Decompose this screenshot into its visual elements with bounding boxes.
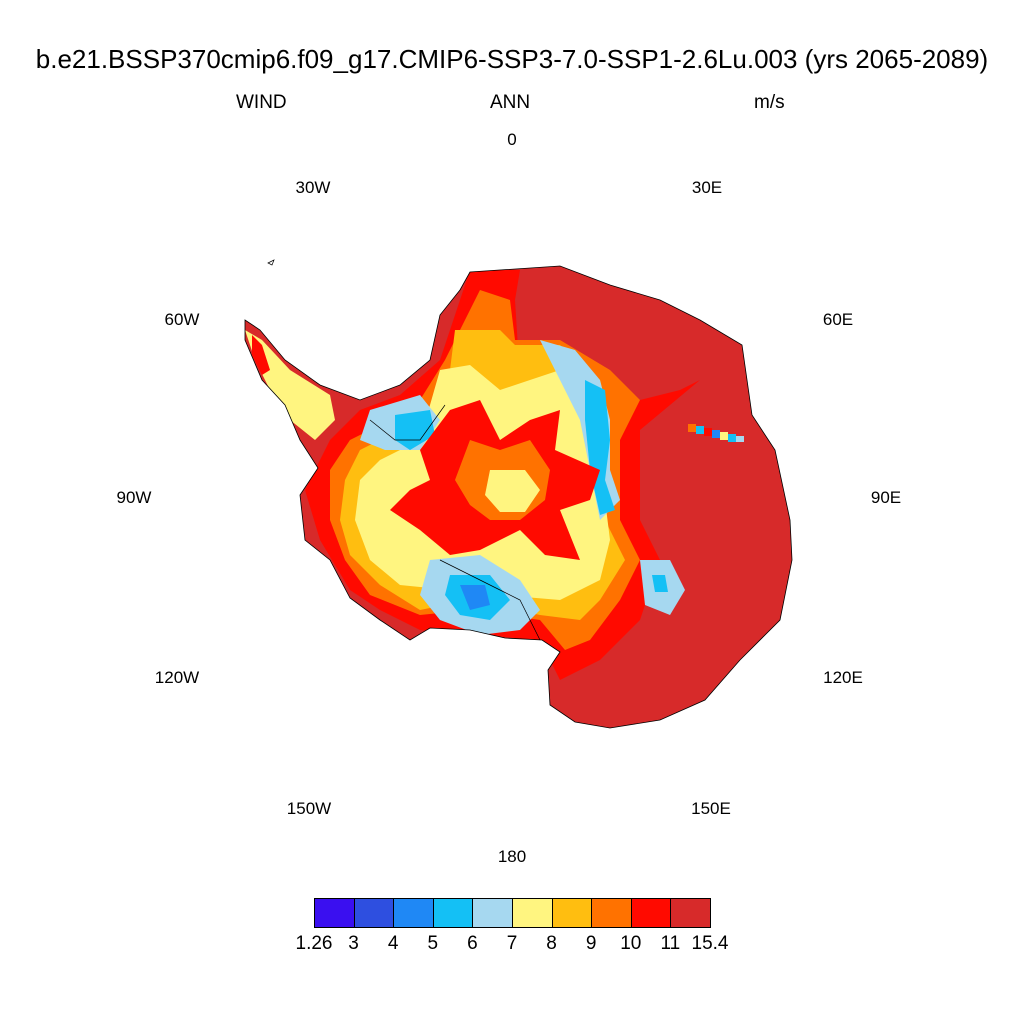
lon-label-150w: 150W <box>286 799 332 818</box>
coastline <box>244 265 793 729</box>
lon-label-180: 180 <box>497 847 527 866</box>
colorbar-swatch <box>472 898 513 928</box>
colorbar-swatch <box>591 898 632 928</box>
colorbar-label: 6 <box>467 933 478 954</box>
colorbar-swatch <box>630 898 672 928</box>
colorbar-swatch <box>393 898 434 928</box>
colorbar-label: 11 <box>660 933 681 954</box>
variable-label: WIND <box>236 92 287 113</box>
colorbar-swatch <box>512 898 553 928</box>
lon-label-60e: 60E <box>822 310 854 329</box>
colorbar-label: 15.4 <box>691 933 729 954</box>
lon-label-0: 0 <box>507 130 517 149</box>
lon-label-120w: 120W <box>154 668 200 687</box>
units-label: m/s <box>754 92 785 113</box>
ice-edge-strip <box>688 424 744 442</box>
lon-label-90w: 90W <box>116 488 152 507</box>
colorbar-label: 10 <box>620 933 642 954</box>
lon-label-60w: 60W <box>164 310 200 329</box>
figure-title: b.e21.BSSP370cmip6.f09_g17.CMIP6-SSP3-7.… <box>35 44 989 74</box>
colorbar-swatch <box>551 898 593 928</box>
colorbar-label: 1.26 <box>295 933 333 954</box>
colorbar-swatch <box>670 898 711 928</box>
wind-field <box>245 266 792 728</box>
lon-label-90e: 90E <box>870 488 902 507</box>
colorbar-label: 4 <box>387 933 399 954</box>
ronne-ice-shelf-edge <box>369 404 446 441</box>
colorbar-swatch <box>314 898 355 928</box>
lon-label-120e: 120E <box>823 668 863 687</box>
lon-label-30w: 30W <box>295 178 331 197</box>
colorbar-swatch <box>432 898 474 928</box>
colorbar-label: 3 <box>348 933 359 954</box>
lon-label-30e: 30E <box>691 178 723 197</box>
island-outline <box>267 259 275 266</box>
ross-ice-shelf-edge <box>439 559 541 641</box>
lon-label-150e: 150E <box>691 799 731 818</box>
colorbar-label: 5 <box>427 933 439 954</box>
colorbar-label: 7 <box>506 933 518 954</box>
colorbar-swatch <box>353 898 395 928</box>
colorbar-label: 9 <box>585 933 597 954</box>
colorbar-label: 8 <box>546 933 557 954</box>
season-label: ANN <box>490 92 531 113</box>
